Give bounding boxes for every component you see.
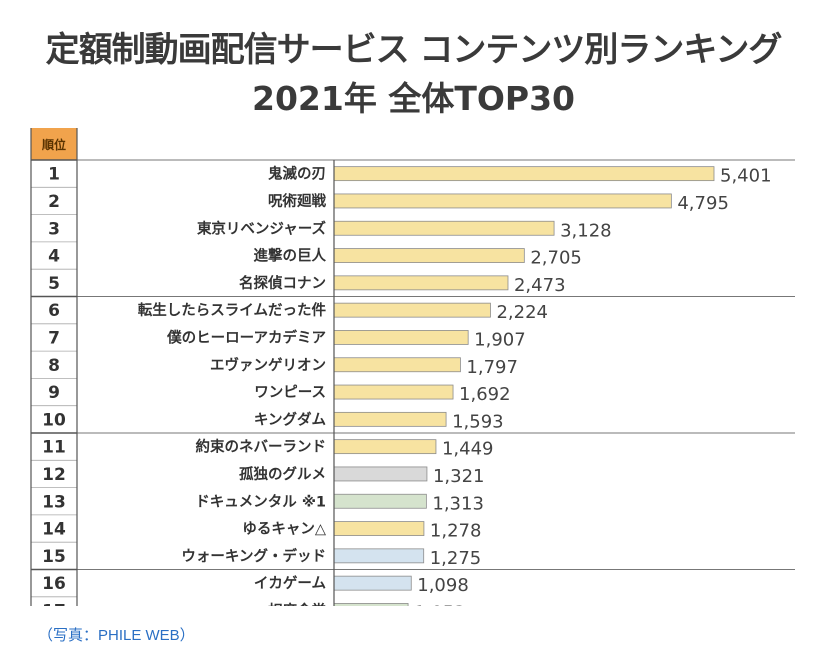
rank-header-cell — [31, 128, 77, 160]
chart-title-line2: 2021年 全体TOP30 — [251, 79, 575, 118]
title-label: 僕のヒーローアカデミア — [166, 328, 326, 346]
title-label: 鬼滅の刃 — [268, 165, 326, 183]
value-label: 1,692 — [459, 384, 511, 405]
chart-title-line1: 定額制動画配信サービス コンテンツ別ランキング — [45, 30, 783, 70]
bar — [333, 439, 437, 455]
title-label: ドキュメンタル ※1 — [195, 493, 326, 510]
rank-number: 9 — [48, 383, 60, 403]
rank-number: 8 — [48, 356, 60, 376]
title-label: 東京リベンジャーズ — [197, 219, 327, 237]
bar — [333, 275, 509, 291]
title-label: ウォーキング・デッド — [181, 547, 326, 565]
photo-caption: （写真：PHILE WEB） — [38, 627, 195, 644]
title-label: ワンピース — [254, 384, 326, 401]
rank-number: 16 — [42, 574, 66, 594]
bar — [333, 357, 461, 373]
bar — [333, 466, 428, 482]
bar — [333, 493, 427, 509]
title-label: エヴァンゲリオン — [210, 356, 326, 374]
title-label: キングダム — [254, 410, 326, 428]
rank-number: 15 — [42, 547, 66, 567]
rank-number: 6 — [48, 301, 60, 321]
rank-number: 17 — [42, 601, 66, 621]
rank-number: 12 — [42, 465, 66, 485]
title-label: イカゲーム — [254, 574, 326, 592]
value-label: 1,321 — [433, 466, 485, 487]
value-label: 2,705 — [530, 248, 582, 269]
bar — [333, 166, 715, 182]
title-label: ゆるキャン△ — [242, 521, 326, 538]
rank-number: 7 — [48, 328, 60, 348]
title-label: 名探偵コナン — [239, 274, 326, 292]
title-label: 転生したらスライムだった件 — [138, 301, 327, 319]
value-label: 1,278 — [430, 521, 482, 542]
bar — [333, 548, 425, 564]
value-label: 2,473 — [514, 275, 566, 296]
rank-header-label: 順位 — [41, 137, 66, 152]
value-label: 3,128 — [560, 220, 612, 241]
bar — [333, 302, 491, 318]
value-label: 1,313 — [432, 493, 484, 514]
rank-number: 3 — [48, 219, 60, 239]
bar — [333, 248, 525, 263]
value-label: 1,053 — [414, 602, 466, 623]
value-label: 2,224 — [496, 302, 548, 323]
rank-number: 2 — [48, 192, 60, 212]
title-label: 孤独のグルメ — [239, 465, 326, 483]
chart-rows: 1 鬼滅の刃 5,401 2 呪術廻戦 4,795 3 東京リベンジャーズ 3,128 4 進撃の巨… — [31, 159, 795, 623]
title-label: 進撃の巨人 — [254, 247, 327, 265]
value-label: 1,449 — [442, 439, 494, 460]
value-label: 1,275 — [430, 548, 482, 569]
value-label: 1,098 — [417, 575, 469, 596]
rank-number: 5 — [48, 274, 60, 294]
value-label: 5,401 — [720, 166, 772, 187]
rank-number: 11 — [42, 438, 66, 458]
title-label: 相席食堂 — [268, 601, 326, 619]
bar — [333, 330, 469, 345]
value-label: 4,795 — [677, 193, 729, 214]
bar — [333, 384, 454, 400]
rank-number: 10 — [42, 410, 66, 430]
title-label: 呪術廻戦 — [268, 192, 326, 210]
bar — [333, 603, 409, 606]
title-label: 約束のネバーランド — [196, 438, 327, 456]
rank-number: 4 — [48, 247, 60, 267]
value-label: 1,907 — [474, 329, 526, 350]
bar — [333, 521, 425, 536]
rank-number: 13 — [42, 492, 66, 512]
value-label: 1,593 — [452, 411, 504, 432]
rank-number: 14 — [42, 520, 66, 540]
bar — [333, 220, 555, 236]
rank-number: 1 — [48, 165, 60, 185]
bar — [333, 193, 672, 209]
bar — [333, 411, 447, 427]
value-label: 1,797 — [466, 357, 518, 378]
bar — [333, 575, 412, 591]
